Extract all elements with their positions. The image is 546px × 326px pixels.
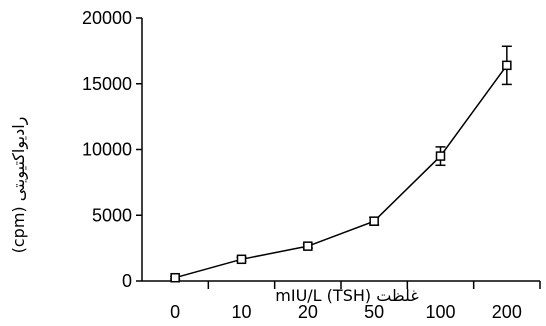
- y-tick-label: 10000: [82, 140, 132, 160]
- data-point: [170, 272, 180, 283]
- y-tick-label: 0: [122, 271, 132, 291]
- x-tick-label: 0: [170, 302, 180, 322]
- data-point: [303, 241, 313, 251]
- data-point: [369, 216, 379, 226]
- x-tick-label: 100: [425, 302, 455, 322]
- x-axis-title: غلظت (TSH) mIU/L: [275, 286, 418, 305]
- data-point: [502, 60, 512, 71]
- x-tick-label: 10: [231, 302, 251, 322]
- y-tick-label: 5000: [92, 205, 132, 225]
- data-point: [236, 254, 247, 265]
- y-tick-label: 20000: [82, 8, 132, 28]
- data-point: [435, 151, 446, 161]
- y-axis: 0 5000 10000 15000 20000: [82, 8, 143, 291]
- x-tick-label: 50: [364, 302, 384, 322]
- y-axis-title: رادیواکتیویتی (cpm): [9, 117, 29, 254]
- y-tick-label: 15000: [82, 74, 132, 94]
- x-tick-label: 20: [298, 302, 318, 322]
- x-axis: 0 10 20 50 100 200: [142, 280, 541, 322]
- plot-series: [170, 45, 512, 283]
- x-tick-label: 200: [492, 302, 522, 322]
- series-line: [174, 64, 508, 279]
